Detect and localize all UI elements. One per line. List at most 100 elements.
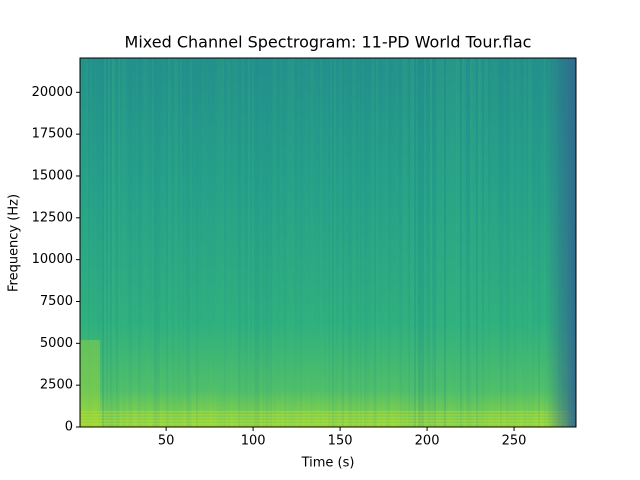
texture [462, 58, 464, 427]
texture [306, 58, 308, 427]
texture [216, 58, 218, 427]
y-tick-label: 20000 [32, 85, 73, 100]
texture [156, 58, 158, 427]
texture [416, 58, 418, 427]
texture [474, 58, 476, 427]
texture [538, 58, 540, 427]
texture [418, 58, 420, 427]
texture [468, 58, 470, 427]
texture [200, 58, 202, 427]
texture [358, 58, 360, 427]
texture [456, 58, 458, 427]
texture [502, 58, 504, 427]
texture [212, 58, 214, 427]
texture [266, 58, 268, 427]
y-tick-label: 5000 [40, 336, 73, 351]
texture [244, 58, 246, 427]
texture [248, 58, 250, 427]
texture [460, 58, 462, 427]
texture [528, 58, 530, 427]
texture [214, 58, 216, 427]
texture [542, 58, 544, 427]
texture [282, 58, 284, 427]
texture [114, 58, 116, 427]
texture [318, 58, 320, 427]
texture [354, 58, 356, 427]
texture [126, 58, 128, 427]
texture [194, 58, 196, 427]
texture [208, 58, 210, 427]
x-tick-label: 100 [241, 434, 266, 449]
texture [394, 58, 396, 427]
texture [346, 58, 348, 427]
texture [342, 58, 344, 427]
texture [404, 58, 406, 427]
texture [522, 58, 524, 427]
y-tick-label: 17500 [32, 127, 73, 142]
texture [122, 58, 124, 427]
texture [388, 58, 390, 427]
texture [500, 58, 502, 427]
texture [432, 58, 434, 427]
texture [94, 58, 96, 427]
texture [80, 414, 576, 416]
texture [486, 58, 488, 427]
texture [84, 58, 86, 427]
texture [174, 58, 176, 427]
texture [400, 58, 402, 427]
texture [524, 58, 526, 427]
x-tick-label: 200 [415, 434, 440, 449]
texture [366, 58, 368, 427]
texture [450, 58, 452, 427]
texture [398, 58, 400, 427]
texture [316, 58, 318, 427]
y-tick-label: 2500 [40, 378, 73, 393]
texture [262, 58, 264, 427]
x-axis-label: Time (s) [301, 456, 355, 471]
texture [362, 58, 364, 427]
texture [272, 58, 274, 427]
y-tick-label: 10000 [32, 252, 73, 267]
texture [300, 58, 302, 427]
texture [80, 423, 576, 425]
texture [508, 58, 510, 427]
texture [464, 58, 466, 427]
texture [440, 58, 442, 427]
texture [118, 58, 120, 427]
texture [332, 58, 334, 427]
texture [496, 58, 498, 427]
texture [222, 58, 224, 427]
texture [322, 58, 324, 427]
texture [230, 58, 232, 427]
texture [336, 58, 338, 427]
y-tick-label: 12500 [32, 210, 73, 225]
texture [284, 58, 286, 427]
texture [350, 58, 352, 427]
texture [434, 58, 436, 427]
texture [484, 58, 486, 427]
texture [428, 58, 430, 427]
texture [86, 58, 88, 427]
y-tick-label: 15000 [32, 168, 73, 183]
spectrogram-image [80, 58, 576, 427]
texture [314, 58, 316, 427]
texture [240, 58, 242, 427]
texture [384, 58, 386, 427]
texture [162, 58, 164, 427]
texture [88, 58, 90, 427]
texture [466, 58, 468, 427]
texture [288, 58, 290, 427]
texture [378, 58, 380, 427]
texture [386, 58, 388, 427]
texture [270, 58, 272, 427]
texture [376, 58, 378, 427]
texture [154, 58, 156, 427]
texture [166, 58, 168, 427]
texture [412, 58, 414, 427]
texture [438, 58, 440, 427]
texture [224, 58, 226, 427]
texture [510, 58, 512, 427]
texture [364, 58, 366, 427]
texture [254, 58, 256, 427]
